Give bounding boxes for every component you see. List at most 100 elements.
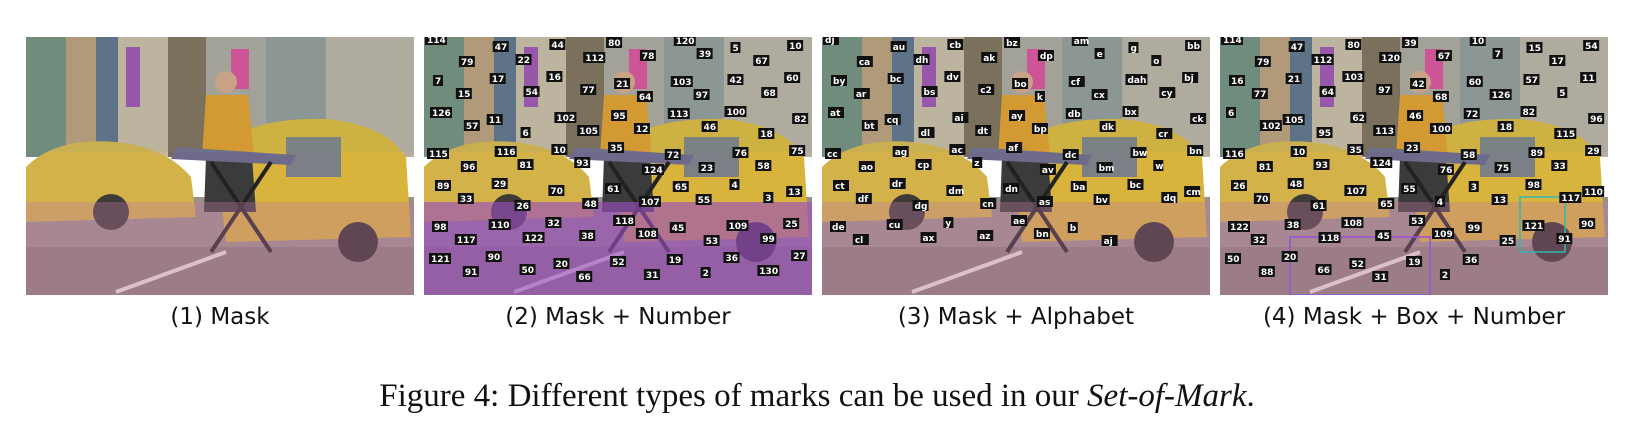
mark-label-bg bbox=[1037, 50, 1054, 61]
mark-label-text: cn bbox=[982, 200, 994, 210]
mark-label-bg bbox=[1557, 87, 1568, 98]
mark-label-bg bbox=[515, 54, 532, 65]
mark-label: 57 bbox=[463, 120, 480, 132]
mark-label-text: 21 bbox=[616, 80, 629, 90]
mark-label-text: y bbox=[945, 219, 951, 229]
mark-label-text: 23 bbox=[701, 164, 714, 174]
mark-label: ar bbox=[853, 88, 870, 100]
mark-label-text: 60 bbox=[1469, 78, 1482, 88]
mark-label-text: 77 bbox=[1254, 90, 1267, 100]
mark-label-bg bbox=[577, 125, 600, 136]
mark-label-text: 91 bbox=[1558, 235, 1571, 245]
mark-label: bm bbox=[1096, 162, 1114, 174]
mark-label-text: ax bbox=[923, 234, 935, 244]
mark-label-text: cl bbox=[855, 236, 863, 246]
mark-label-text: 102 bbox=[556, 114, 575, 124]
mark-label: 96 bbox=[1588, 113, 1605, 125]
mark-label: 35 bbox=[608, 142, 625, 154]
mark-label-bg bbox=[1161, 192, 1178, 203]
mark-label: 57 bbox=[1523, 74, 1540, 86]
mark-label: 116 bbox=[1223, 148, 1245, 160]
mark-label-text: 22 bbox=[518, 56, 531, 66]
mark-label-text: 89 bbox=[437, 182, 450, 192]
mark-label: 33 bbox=[1551, 160, 1568, 172]
mark-label: bw bbox=[1130, 147, 1147, 159]
mark-label-bg bbox=[1349, 258, 1366, 269]
mark-label: 10 bbox=[787, 40, 804, 52]
mark-label: dg bbox=[912, 200, 929, 212]
mark-label: 55 bbox=[695, 194, 712, 206]
mark-label-text: 115 bbox=[429, 150, 448, 160]
mark-label-bg bbox=[758, 128, 775, 139]
mark-label-bg bbox=[1439, 269, 1450, 280]
mark-label-bg bbox=[944, 71, 961, 82]
mark-label-bg bbox=[574, 157, 591, 168]
mark-label-bg bbox=[1410, 78, 1427, 89]
mark-label: ag bbox=[892, 146, 909, 158]
mark-label: 54 bbox=[1583, 40, 1600, 52]
mark-label: 50 bbox=[519, 264, 536, 276]
mark-label: 95 bbox=[611, 110, 628, 122]
mark-label-text: 42 bbox=[729, 76, 742, 86]
mark-label: cy bbox=[1159, 87, 1176, 99]
mark-label-text: 38 bbox=[1287, 221, 1300, 231]
mark-label-text: bc bbox=[1129, 181, 1141, 191]
mark-label-text: 17 bbox=[1551, 57, 1564, 67]
mark-label: 103 bbox=[670, 76, 693, 88]
mark-label: 65 bbox=[1378, 198, 1395, 210]
mark-label: 11 bbox=[1580, 72, 1597, 84]
mark-label-text: 76 bbox=[1440, 166, 1453, 176]
mark-label-bg bbox=[1122, 106, 1139, 117]
mark-label: 82 bbox=[1520, 106, 1537, 118]
figure-caption: Figure 4: Different types of marks can b… bbox=[0, 378, 1634, 415]
mark-label-text: 15 bbox=[1528, 44, 1541, 54]
mark-label-text: cm bbox=[1186, 188, 1201, 198]
mark-label: bj bbox=[1182, 72, 1199, 84]
mark-label-bg bbox=[729, 179, 740, 190]
mark-label-bg bbox=[1316, 127, 1333, 138]
mark-label: 48 bbox=[1287, 178, 1304, 190]
sub-caption: (1) Mask bbox=[170, 304, 270, 330]
mark-label-text: 20 bbox=[555, 260, 568, 270]
mark-label: 130 bbox=[757, 265, 780, 277]
mark-label-bg bbox=[486, 114, 503, 125]
mark-label-text: 114 bbox=[1223, 37, 1242, 46]
panel-mask bbox=[26, 37, 414, 295]
mark-label-bg bbox=[947, 39, 964, 50]
mark-label: 58 bbox=[755, 160, 772, 172]
mark-label-text: 45 bbox=[672, 224, 685, 234]
mark-label-text: cf bbox=[1071, 78, 1080, 88]
mark-label: 18 bbox=[1497, 121, 1514, 133]
mark-label-bg bbox=[693, 89, 710, 100]
mark-label-bg bbox=[1499, 235, 1516, 246]
mark-label-bg bbox=[757, 265, 780, 276]
mark-label-text: 52 bbox=[1351, 260, 1364, 270]
mark-label: dr bbox=[889, 178, 906, 190]
mark-label: bc bbox=[887, 73, 904, 85]
mark-label-text: 53 bbox=[1411, 217, 1424, 227]
mark-label: 21 bbox=[614, 78, 631, 90]
mark-label: 70 bbox=[548, 185, 565, 197]
mark-label-text: az bbox=[979, 232, 990, 242]
mark-label: 66 bbox=[1315, 264, 1332, 276]
mark-label-text: 58 bbox=[757, 162, 770, 172]
mark-label: 42 bbox=[727, 74, 744, 86]
mark-label: ai bbox=[952, 112, 969, 124]
mark-label-bg bbox=[1093, 194, 1110, 205]
mark-label-text: de bbox=[832, 223, 845, 233]
mark-label-bg bbox=[1378, 198, 1395, 209]
mark-label-bg bbox=[1372, 271, 1389, 282]
mark-label-bg bbox=[1125, 74, 1148, 85]
mark-label-bg bbox=[1062, 149, 1079, 160]
mark-label-bg bbox=[786, 186, 803, 197]
mark-label-text: 17 bbox=[492, 75, 505, 85]
bounding-box bbox=[1519, 196, 1566, 253]
mark-label: 109 bbox=[1431, 228, 1454, 240]
mark-label-text: 54 bbox=[526, 88, 539, 98]
mark-label-bg bbox=[1039, 164, 1056, 175]
mark-label-bg bbox=[1228, 221, 1250, 232]
mark-label: 50 bbox=[1225, 253, 1241, 265]
mark-label-bg bbox=[783, 218, 800, 229]
mark-label: 110 bbox=[1582, 186, 1605, 198]
mark-label: ck bbox=[1190, 113, 1207, 125]
